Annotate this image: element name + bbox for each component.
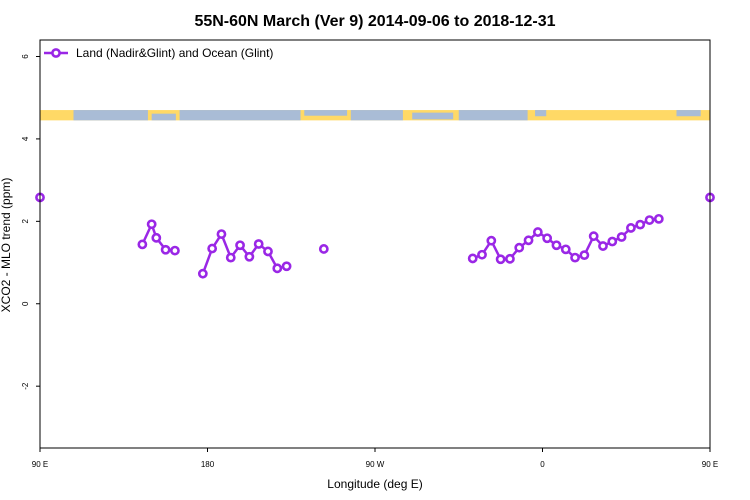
data-point [495,254,506,265]
chart-title: 55N-60N March (Ver 9) 2014-09-06 to 2018… [194,13,555,30]
data-point [514,242,525,253]
data-point [244,251,255,262]
data-point [644,215,655,225]
data-point [151,232,162,243]
y-axis-label: XCO2 - MLO trend (ppm) [0,178,13,313]
y-tick-label: 4 [21,136,30,141]
data-point [653,213,664,224]
data-point [263,246,273,257]
data-point [146,219,157,230]
data-point [505,253,515,264]
data-point [532,227,543,237]
map-strip-ocean-5 [412,112,454,120]
data-point [560,244,571,255]
map-strip-ocean-0 [73,110,148,121]
data-point [486,235,497,246]
series-land-ocean [35,192,715,279]
land-ocean-map-strip [40,110,710,121]
data-point [467,253,478,264]
data-point [207,243,218,254]
data-point [137,239,148,250]
y-tick-label: -2 [21,382,30,390]
data-point [588,231,599,242]
data-point [318,244,329,254]
map-strip-ocean-2 [179,110,301,121]
y-tick-label: 0 [21,301,30,306]
x-tick-label: 90 E [32,460,48,469]
x-tick-label: 180 [201,460,215,469]
data-point [170,245,180,256]
data-point [197,268,208,279]
x-tick-label: 90 W [366,460,385,469]
data-point [635,219,646,230]
legend-point-marker [51,48,61,58]
data-point [616,232,627,242]
y-tick-label: 2 [21,219,30,224]
data-point [551,240,562,251]
data-point [579,250,590,261]
series-line-segment [201,231,287,275]
x-tick-label: 90 E [702,460,718,469]
data-point [281,261,292,272]
data-point [570,252,580,263]
y-axis: -2 0 2 4 6 [21,54,40,390]
data-point [523,235,534,246]
data-point [253,239,264,249]
x-axis: 90 E 180 90 W 0 90 E [32,448,718,469]
map-strip-ocean-8 [676,110,701,117]
data-point [542,233,553,244]
map-strip-ocean-6 [458,110,528,121]
x-tick-label: 0 [540,460,545,469]
data-point [225,252,236,263]
y-tick-label: 6 [21,54,30,59]
map-strip-ocean-1 [151,113,176,121]
legend-entry-label: Land (Nadir&Glint) and Ocean (Glint) [76,46,273,60]
data-point [607,236,618,247]
data-point [272,263,283,274]
data-point [477,249,487,260]
data-point [235,240,245,251]
data-point [160,244,171,255]
map-strip-ocean-3 [304,110,348,116]
legend: Land (Nadir&Glint) and Ocean (Glint) [44,46,273,60]
map-strip-ocean-4 [350,110,403,121]
data-point [216,229,227,240]
map-strip-ocean-7 [535,110,547,117]
data-point [598,241,608,251]
x-axis-label: Longitude (deg E) [327,477,422,491]
data-point [626,223,636,233]
